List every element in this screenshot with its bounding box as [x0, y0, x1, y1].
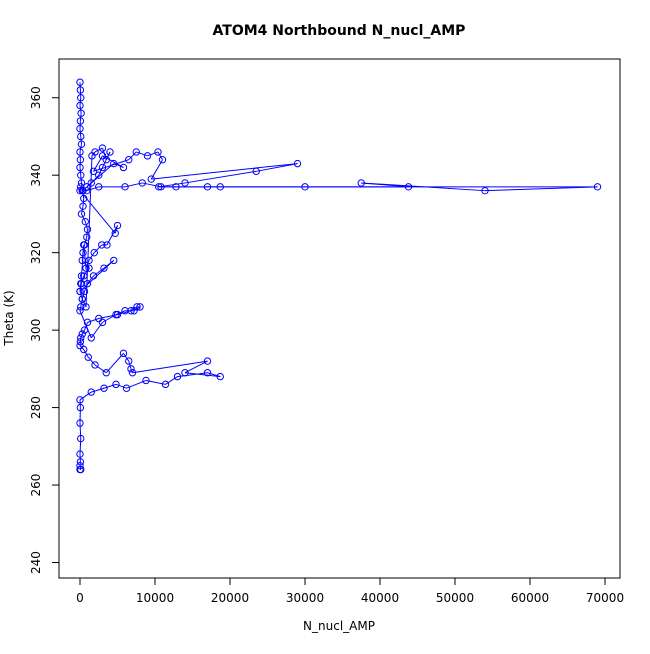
- series-line-segment: [129, 361, 131, 369]
- x-axis-label: N_nucl_AMP: [303, 619, 375, 633]
- series-line-segment: [106, 353, 123, 372]
- x-tick-label: 30000: [286, 591, 324, 605]
- series-line-segment: [83, 198, 84, 206]
- y-tick-label: 260: [29, 474, 43, 497]
- x-tick-label: 0: [76, 591, 84, 605]
- series-line-segment: [84, 349, 89, 357]
- x-tick-label: 70000: [586, 591, 624, 605]
- series-layer: [77, 79, 601, 473]
- plot-frame: [59, 59, 620, 578]
- x-tick-label: 40000: [361, 591, 399, 605]
- series-line-segment: [87, 187, 99, 191]
- series-line-segment: [104, 260, 114, 268]
- series-line-segment: [81, 175, 82, 183]
- x-tick-label: 20000: [211, 591, 249, 605]
- series-line-segment: [80, 423, 81, 438]
- y-tick-label: 300: [29, 319, 43, 342]
- x-tick-label: 10000: [136, 591, 174, 605]
- series-line-segment: [80, 144, 82, 152]
- series-line-segment: [129, 152, 137, 160]
- series-line-segment: [158, 152, 163, 160]
- series-line-segment: [80, 392, 91, 400]
- series-line-segment: [185, 171, 256, 183]
- series-line-segment: [80, 113, 81, 121]
- x-tick-label: 50000: [436, 591, 474, 605]
- series-line-segment: [80, 167, 81, 175]
- series-line-segment: [95, 365, 106, 373]
- y-tick-label: 340: [29, 164, 43, 187]
- series-line-segment: [80, 98, 81, 106]
- series-line-segment: [485, 187, 598, 191]
- series-line-segment: [80, 129, 81, 137]
- series-line-segment: [81, 136, 82, 144]
- series-line-segment: [81, 299, 83, 307]
- chart-title: ATOM4 Northbound N_nucl_AMP: [213, 23, 466, 39]
- y-tick-label: 240: [29, 551, 43, 574]
- series-line-segment: [104, 384, 116, 388]
- series-line-segment: [166, 377, 178, 385]
- y-tick-label: 360: [29, 86, 43, 109]
- series-line-segment: [80, 105, 81, 113]
- data-point: [111, 257, 117, 263]
- data-point: [113, 381, 119, 387]
- series-line-segment: [94, 245, 102, 253]
- y-tick-label: 320: [29, 241, 43, 264]
- y-tick-label: 280: [29, 396, 43, 419]
- series-line-segment: [85, 222, 87, 230]
- series-line-segment: [87, 229, 88, 237]
- x-tick-label: 60000: [511, 591, 549, 605]
- y-axis-label: Theta (K): [2, 290, 16, 346]
- series-line-segment: [80, 439, 81, 454]
- series-line-segment: [82, 206, 84, 214]
